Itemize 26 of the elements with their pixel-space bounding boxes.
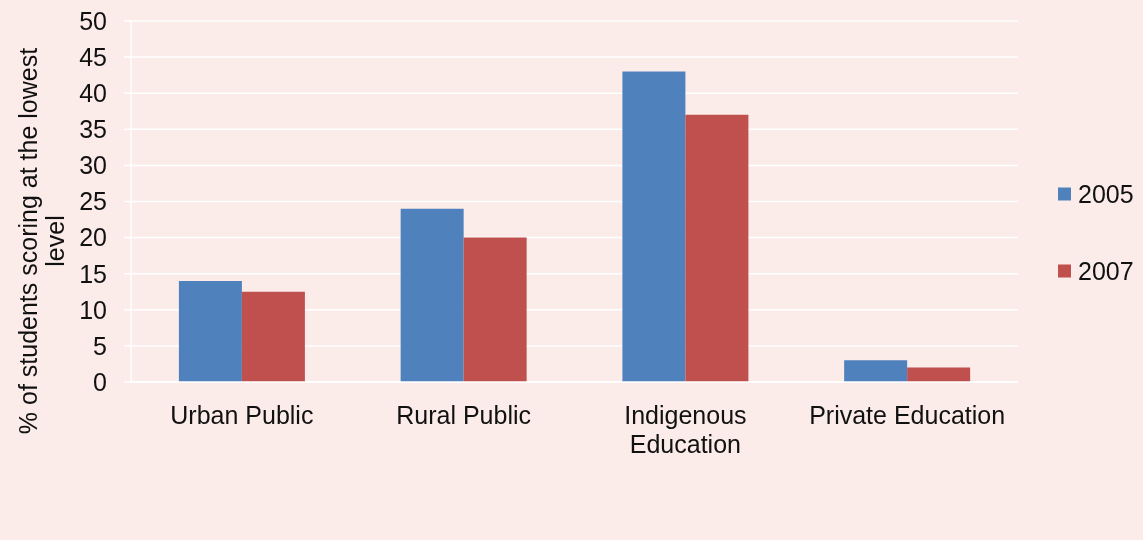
bar xyxy=(178,280,242,382)
y-tick-label: 30 xyxy=(79,151,107,180)
x-tick-label: Indigenous Education xyxy=(624,401,747,458)
bar xyxy=(907,367,971,382)
x-tick-label: Rural Public xyxy=(396,401,532,429)
bar xyxy=(241,291,305,382)
y-tick-label: 35 xyxy=(79,115,107,144)
y-axis-title: % of students scoring at the lowest level xyxy=(13,47,69,435)
legend-label: 2007 xyxy=(1078,255,1134,286)
y-tick-label: 50 xyxy=(79,6,107,35)
x-tick-label: Urban Public xyxy=(170,401,314,429)
y-tick-label: 45 xyxy=(79,42,107,71)
bar xyxy=(400,208,464,382)
y-tick-label: 40 xyxy=(79,79,107,108)
y-tick-label: 0 xyxy=(93,367,107,396)
x-tick-label: Private Education xyxy=(809,401,1006,429)
y-tick-label: 20 xyxy=(79,223,107,252)
y-tick-label: 5 xyxy=(93,331,107,360)
bar xyxy=(685,114,749,382)
bar xyxy=(463,237,527,382)
bar xyxy=(622,71,686,382)
bar xyxy=(844,360,908,382)
y-tick-label: 25 xyxy=(79,187,107,216)
y-tick-label: 10 xyxy=(79,295,107,324)
y-tick-label: 15 xyxy=(79,259,107,288)
legend-label: 2005 xyxy=(1078,178,1134,209)
